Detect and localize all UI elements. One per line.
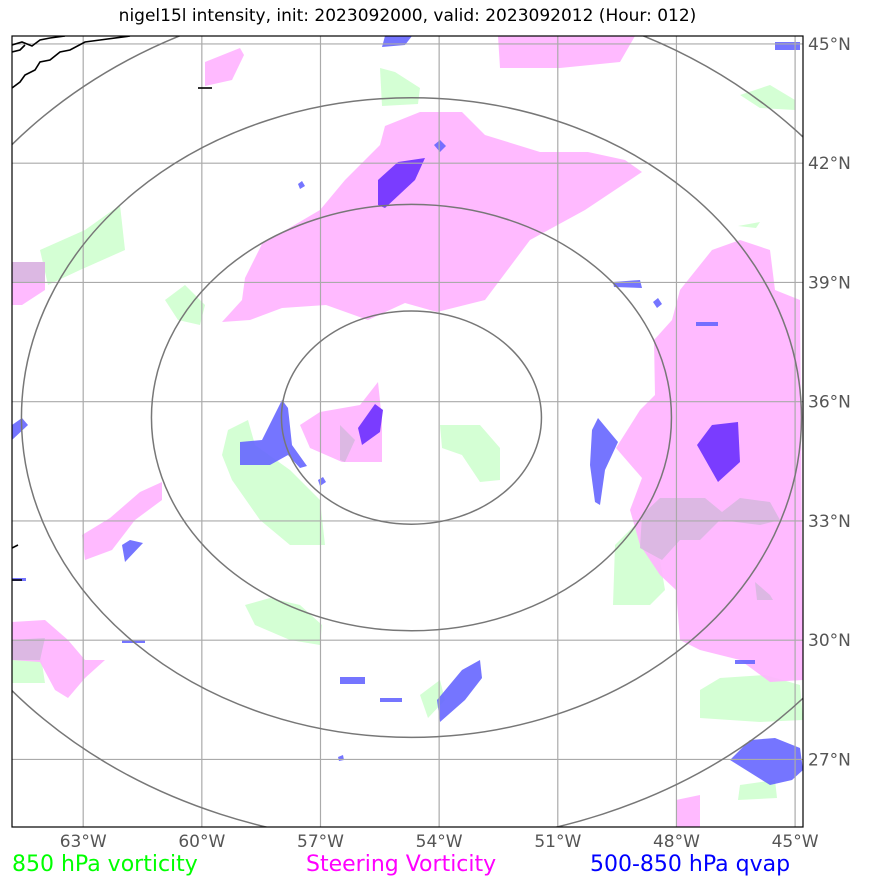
lat-tick-label: 33°N <box>808 512 851 532</box>
lon-tick-label: 60°W <box>178 832 225 852</box>
legend-steering-vorticity: Steering Vorticity <box>306 852 497 877</box>
range-ring <box>20 97 803 739</box>
lat-tick-label: 39°N <box>808 273 851 293</box>
lon-tick-label: 57°W <box>297 832 344 852</box>
lat-tick-label: 42°N <box>808 154 851 174</box>
lon-tick-label: 45°W <box>772 832 819 852</box>
legend-vorticity-850: 850 hPa vorticity <box>12 852 198 877</box>
lon-tick-label: 63°W <box>60 832 107 852</box>
coastline <box>12 36 212 581</box>
latitude-labels: 45°N 42°N 39°N 36°N 33°N 30°N 27°N <box>808 35 851 770</box>
longitude-labels: 63°W 60°W 57°W 54°W 51°W 48°W 45°W <box>60 832 819 852</box>
overlap-tint <box>12 262 780 660</box>
lon-tick-label: 54°W <box>416 832 463 852</box>
lon-tick-label: 51°W <box>534 832 581 852</box>
lat-lon-grid <box>12 36 803 827</box>
map-frame <box>11 35 804 828</box>
range-rings <box>12 36 803 827</box>
lat-tick-label: 27°N <box>808 750 851 770</box>
lon-tick-label: 48°W <box>653 832 700 852</box>
lat-tick-label: 45°N <box>808 35 851 55</box>
legend-qvap: 500-850 hPa qvap <box>590 852 791 877</box>
map-title: nigel15l intensity, init: 2023092000, va… <box>118 6 697 26</box>
steering-vorticity-field <box>12 36 803 827</box>
lat-tick-label: 30°N <box>808 631 851 651</box>
qvap-strong-field <box>358 158 740 482</box>
range-ring <box>150 203 673 632</box>
lat-tick-label: 36°N <box>808 393 851 413</box>
range-ring <box>280 310 543 525</box>
